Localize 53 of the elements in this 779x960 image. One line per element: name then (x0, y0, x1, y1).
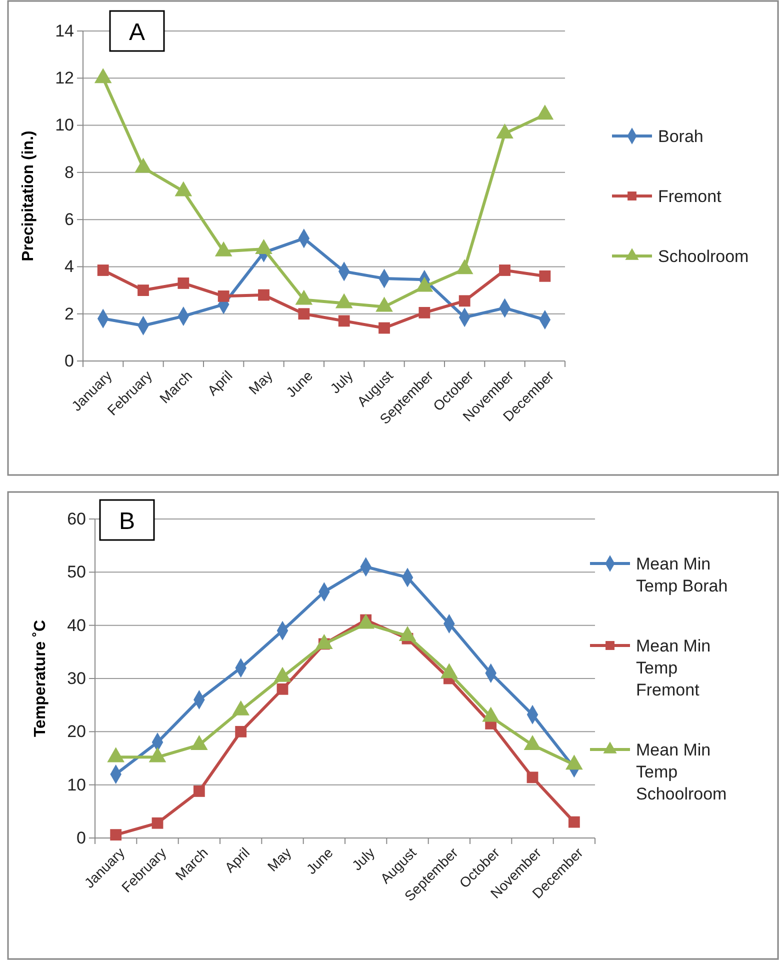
annotation: B (118, 508, 136, 535)
point (218, 290, 230, 302)
y-tick-label: 10 (67, 775, 86, 794)
x-tick-label: May (264, 844, 294, 874)
point (458, 295, 470, 307)
point (496, 124, 514, 139)
point (152, 817, 164, 829)
y-tick-label: 14 (55, 21, 74, 40)
y-tick-label: 4 (64, 257, 74, 276)
point (97, 264, 109, 276)
x-tick-label: May (245, 367, 276, 398)
x-tick-label: July (326, 367, 356, 396)
y-tick-label: 50 (67, 562, 86, 582)
y-tick-label: 60 (67, 509, 86, 528)
y-tick-label: 30 (67, 668, 86, 688)
point (94, 68, 112, 84)
point (378, 322, 390, 334)
point (138, 284, 149, 296)
point (539, 270, 551, 282)
y-tick-label: 0 (64, 351, 74, 370)
legend-label: Mean Min Temp Fremont (636, 636, 711, 700)
legend-label: Schoolroom (658, 246, 749, 266)
point (178, 278, 190, 289)
point (568, 816, 580, 828)
legend-label: Mean Min Temp Schoolroom (636, 740, 727, 804)
point (174, 181, 192, 196)
legend-label: Fremont (658, 186, 722, 206)
point (193, 786, 205, 797)
point (536, 104, 554, 120)
y-tick-label: 8 (64, 162, 74, 182)
point (276, 683, 288, 695)
point (526, 772, 538, 784)
legend-label: Borah (658, 126, 704, 146)
y-axis-title: Precipitation (in.) (20, 130, 37, 262)
x-tick-label: July (348, 844, 378, 874)
y-tick-label: 6 (64, 210, 74, 230)
point (499, 264, 510, 276)
y-tick-label: 20 (67, 722, 86, 742)
y-tick-label: 2 (64, 304, 74, 324)
point (298, 308, 310, 320)
y-tick-label: 40 (67, 616, 86, 635)
point (338, 315, 350, 327)
y-tick-label: 10 (55, 116, 74, 135)
legend-label: Mean Min Temp Borah (636, 554, 728, 596)
annotation: A (128, 19, 146, 46)
y-tick-label: 12 (55, 68, 74, 88)
point (235, 726, 247, 738)
point (418, 306, 430, 318)
y-tick-label: 0 (76, 828, 86, 848)
point (110, 829, 122, 841)
y-axis-title: Temperature ˚C (32, 620, 49, 738)
point (258, 289, 270, 301)
point (134, 158, 152, 173)
